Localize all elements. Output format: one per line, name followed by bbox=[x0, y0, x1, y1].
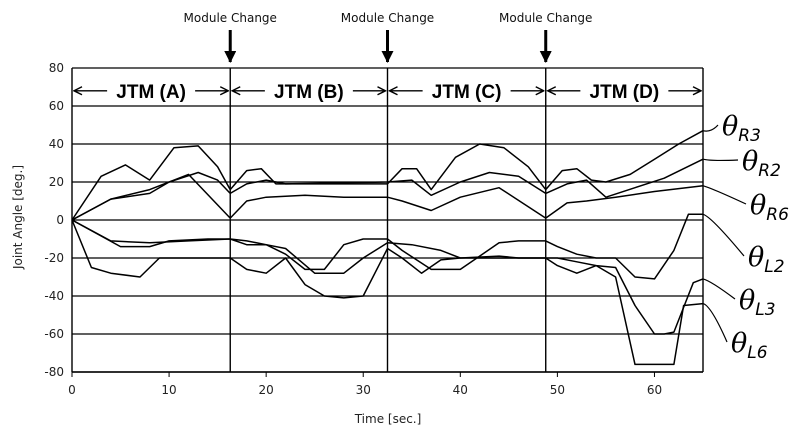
y-tick-label: 40 bbox=[49, 137, 64, 151]
series-leader-line bbox=[702, 278, 736, 300]
x-tick-label: 20 bbox=[259, 383, 274, 397]
series-line bbox=[71, 213, 703, 280]
x-tick-label: 10 bbox=[161, 383, 176, 397]
phase-label: JTM (C) bbox=[432, 82, 502, 103]
series-label-theta: θ bbox=[750, 190, 766, 221]
series-label-subscript: R2 bbox=[758, 161, 781, 181]
series-label-theta: θ bbox=[748, 242, 764, 273]
y-tick-label: 80 bbox=[49, 61, 64, 75]
module-change-label: Module Change bbox=[341, 11, 434, 25]
series-label: θR2 bbox=[742, 146, 781, 181]
series-label-theta: θ bbox=[742, 146, 758, 177]
x-axis-title: Time [sec.] bbox=[354, 412, 422, 426]
series-label-subscript: L2 bbox=[764, 257, 784, 277]
series-leader-line bbox=[702, 213, 745, 257]
axes: 80 60 40 20 0 -20 -40 -60 -80 0 10 20 30 40 50 60 bbox=[44, 61, 704, 397]
series-leader-line bbox=[702, 124, 719, 132]
module-change-label: Module Change bbox=[184, 11, 277, 25]
series-label-theta: θ bbox=[731, 328, 747, 359]
series-label-subscript: R6 bbox=[766, 205, 789, 225]
y-tick-label: -40 bbox=[44, 289, 64, 303]
series-label-subscript: L3 bbox=[755, 300, 775, 320]
series-label-subscript: R3 bbox=[738, 126, 761, 146]
series-lines bbox=[71, 130, 704, 366]
y-axis-title: Joint Angle [deg.] bbox=[11, 165, 25, 270]
x-tick-label: 50 bbox=[550, 383, 565, 397]
series-line bbox=[71, 219, 704, 366]
series-line bbox=[71, 130, 704, 221]
series-label-subscript: L6 bbox=[747, 343, 767, 363]
series-label: θR3 bbox=[722, 111, 761, 146]
phase-label: JTM (D) bbox=[590, 82, 660, 103]
series-label-theta: θ bbox=[722, 111, 738, 142]
series-label: θR6 bbox=[750, 190, 789, 225]
y-tick-label: 60 bbox=[49, 99, 64, 113]
x-tick-label: 30 bbox=[356, 383, 371, 397]
series-label: θL2 bbox=[748, 242, 785, 277]
module-change-label: Module Change bbox=[499, 11, 592, 25]
phase-band: JTM (A) JTM (B) JTM (C) JTM (D) bbox=[74, 82, 701, 103]
series-label: θL3 bbox=[739, 285, 776, 320]
y-tick-label: -80 bbox=[44, 365, 64, 379]
series-line bbox=[71, 173, 704, 221]
series-line bbox=[71, 158, 704, 221]
y-tick-label: 0 bbox=[56, 213, 64, 227]
module-change-annotations: Module Change Module Change Module Change bbox=[184, 11, 592, 63]
y-tick-label: -20 bbox=[44, 251, 64, 265]
x-tick-label: 0 bbox=[68, 383, 76, 397]
series-leader-line bbox=[702, 303, 728, 343]
x-tick-label: 60 bbox=[647, 383, 662, 397]
series-leader-line bbox=[702, 158, 739, 162]
module-change-lines bbox=[229, 68, 547, 372]
series-line bbox=[71, 219, 704, 335]
series-label-theta: θ bbox=[739, 285, 755, 316]
y-tick-label: 20 bbox=[49, 175, 64, 189]
phase-label: JTM (A) bbox=[116, 82, 186, 103]
series-label: θL6 bbox=[731, 328, 768, 363]
y-tick-label: -60 bbox=[44, 327, 64, 341]
series-leader-line bbox=[702, 185, 747, 205]
x-tick-label: 40 bbox=[453, 383, 468, 397]
phase-label: JTM (B) bbox=[274, 82, 344, 103]
